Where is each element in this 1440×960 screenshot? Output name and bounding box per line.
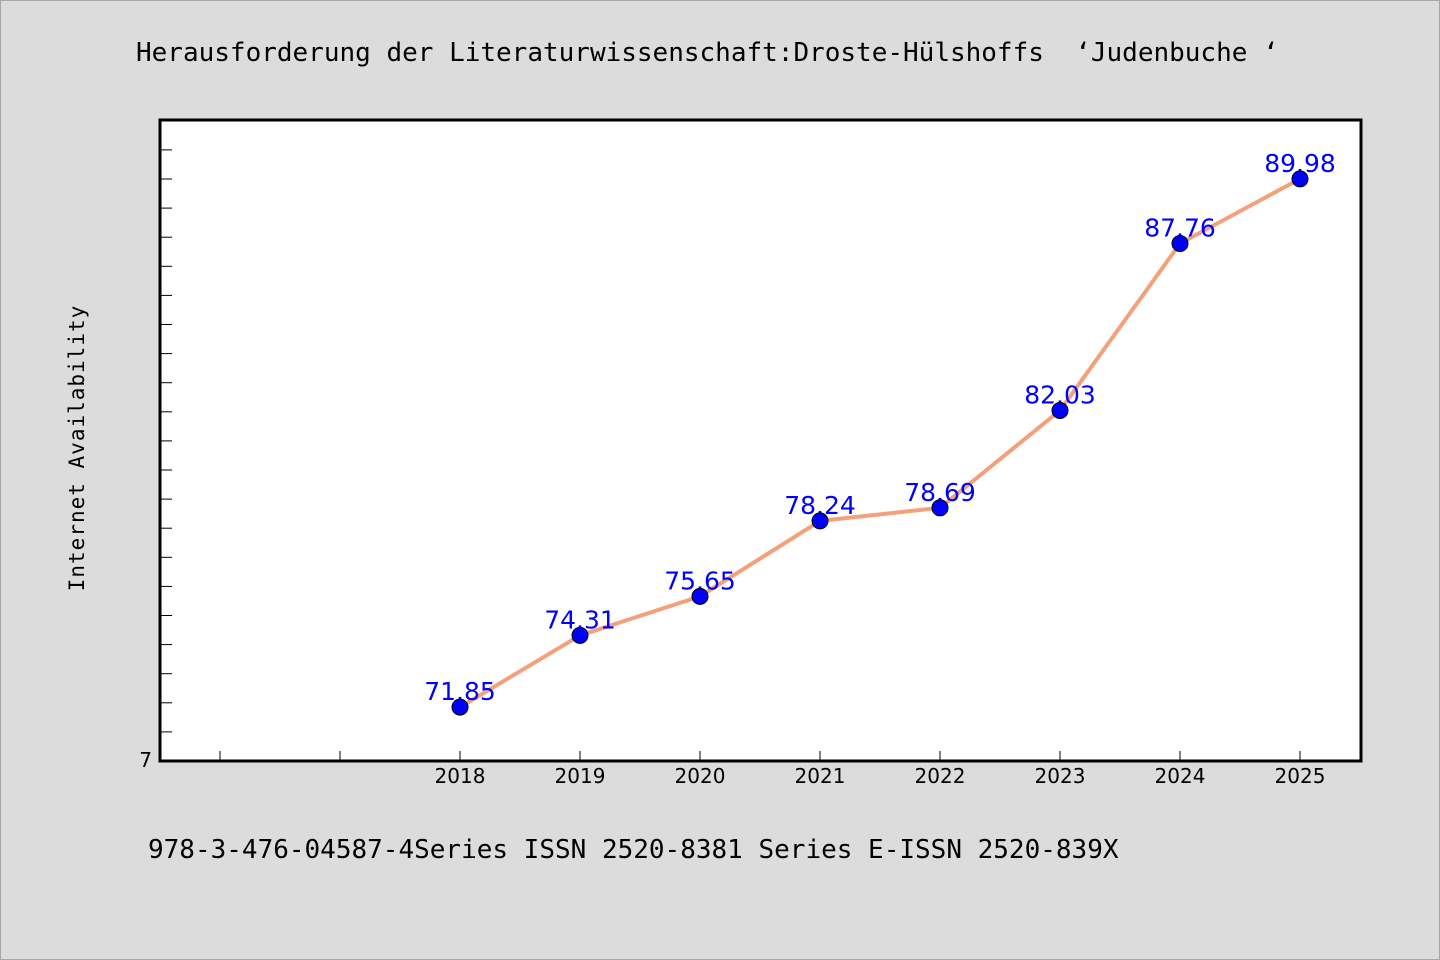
data-point (451, 698, 469, 716)
x-tick-label: 2024 (1155, 764, 1206, 788)
x-tick-label: 2022 (915, 764, 966, 788)
plot-area (158, 118, 1363, 763)
x-tick-label: 2019 (555, 764, 606, 788)
data-point (1171, 235, 1189, 253)
data-point (571, 626, 589, 644)
data-point (1291, 170, 1309, 188)
x-tick-label: 2025 (1275, 764, 1326, 788)
x-tick-label: 2021 (795, 764, 846, 788)
data-point (931, 499, 949, 517)
x-tick-label: 2018 (435, 764, 486, 788)
data-point (1051, 401, 1069, 419)
chart-title: Herausforderung der Literaturwissenschaf… (136, 38, 1279, 68)
y-tick-label: 7 (139, 748, 152, 772)
series-line (458, 177, 1301, 709)
x-tick-label: 2020 (675, 764, 726, 788)
x-tick-label: 2023 (1035, 764, 1086, 788)
data-point (691, 587, 709, 605)
footer-isbn-text: 978-3-476-04587-4Series ISSN 2520-8381 S… (148, 835, 1119, 865)
data-point (811, 512, 829, 530)
